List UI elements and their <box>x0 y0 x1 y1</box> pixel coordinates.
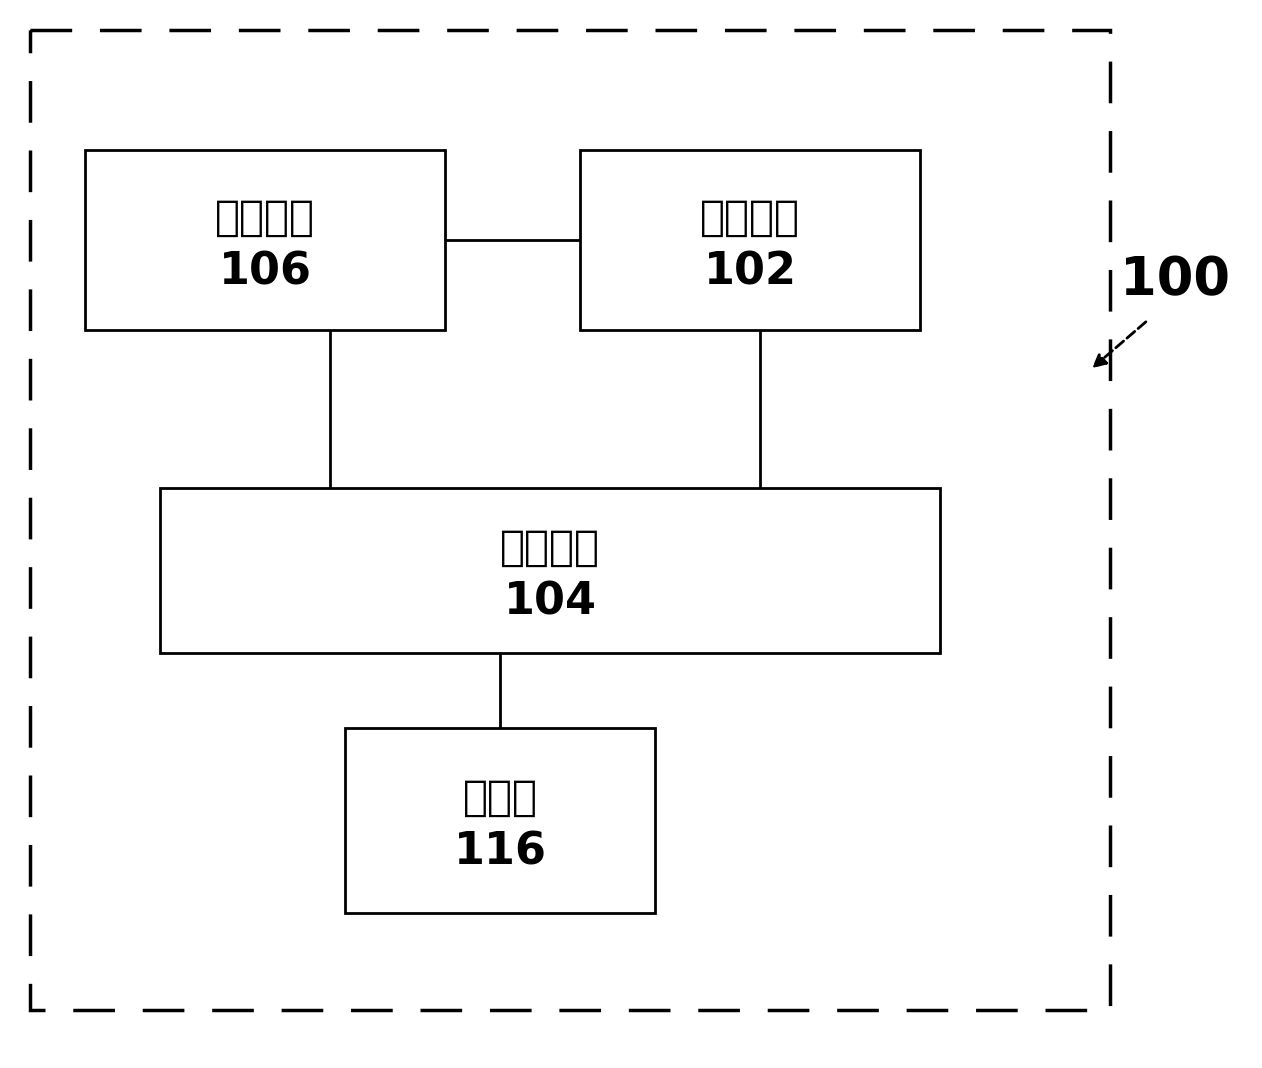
Bar <box>345 727 655 912</box>
Text: 控制器: 控制器 <box>462 778 538 819</box>
Text: 焊接工具: 焊接工具 <box>700 197 800 239</box>
Text: 压缩工具: 压缩工具 <box>215 197 316 239</box>
Bar <box>30 30 1111 1010</box>
Bar <box>160 487 940 653</box>
Text: 116: 116 <box>453 831 546 874</box>
Text: 104: 104 <box>504 581 597 624</box>
Text: 100: 100 <box>1119 254 1230 307</box>
Text: 102: 102 <box>703 251 796 294</box>
Bar <box>85 150 445 330</box>
Text: 106: 106 <box>218 251 312 294</box>
Text: 定位装置: 定位装置 <box>500 527 599 569</box>
Bar <box>581 150 920 330</box>
